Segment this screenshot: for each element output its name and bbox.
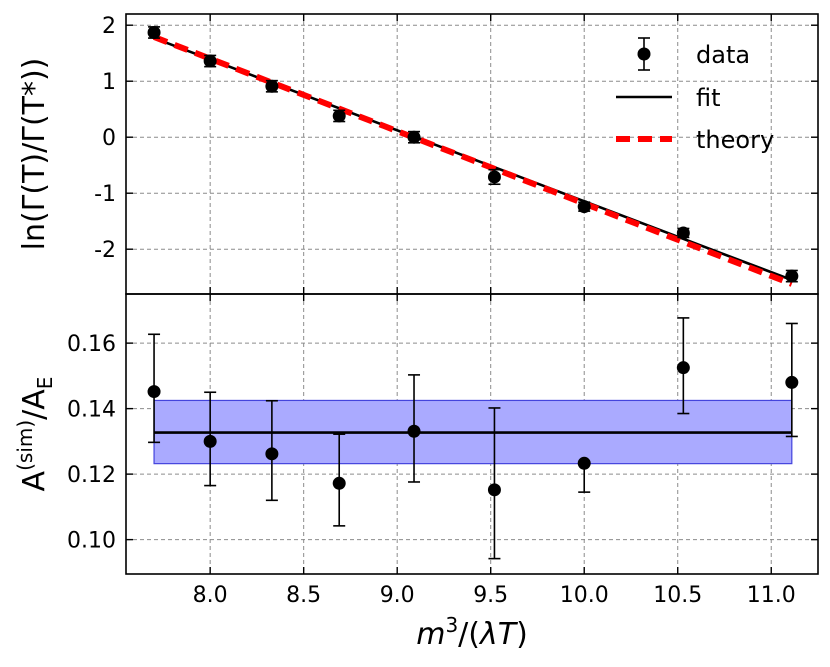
top-data-point bbox=[203, 54, 217, 68]
bottom-data-point bbox=[487, 483, 501, 497]
x-tick-label: 10.5 bbox=[653, 583, 702, 608]
bottom-y-tick-label: 0.12 bbox=[67, 463, 116, 488]
bottom-data-point bbox=[785, 375, 799, 389]
x-axis-label: m3/(λT) bbox=[416, 613, 528, 652]
bottom-data-point bbox=[203, 434, 217, 448]
theory-line bbox=[152, 34, 793, 287]
bottom-data-point bbox=[407, 424, 421, 438]
top-y-axis-label: ln(Γ(T)/Γ(T*)) bbox=[17, 58, 52, 251]
top-y-tick-label: 0 bbox=[102, 126, 116, 151]
bottom-y-tick-label: 0.16 bbox=[67, 332, 116, 357]
legend-label: theory bbox=[696, 126, 774, 154]
bottom-y-tick-label: 0.14 bbox=[67, 398, 116, 423]
legend: data fit theory bbox=[616, 37, 774, 154]
legend-marker-icon bbox=[637, 47, 651, 61]
bottom-data-point bbox=[577, 456, 591, 470]
top-plot-area bbox=[147, 25, 799, 287]
x-tick-label: 10.0 bbox=[560, 583, 609, 608]
bottom-y-axis-label: A(sim)/AE bbox=[13, 377, 57, 492]
top-data-point bbox=[785, 269, 799, 283]
y-label-superscript: (sim) bbox=[13, 420, 37, 471]
top-data-point bbox=[487, 170, 501, 184]
top-data-point bbox=[332, 109, 346, 123]
x-label-superscript: 3 bbox=[445, 613, 458, 637]
x-tick-label: 8.5 bbox=[286, 583, 321, 608]
bottom-plot-area bbox=[147, 317, 799, 560]
x-tick-label: 11.0 bbox=[747, 583, 796, 608]
top-y-tick-label: 1 bbox=[102, 70, 116, 95]
top-data-point bbox=[577, 200, 591, 214]
bottom-ticks: 8.0 8.5 9.0 9.5 10.0 10.5 11.0 0.16 0.14 0.12 0.10 bbox=[67, 294, 818, 608]
top-data-point bbox=[147, 25, 161, 39]
bottom-data-point bbox=[265, 447, 279, 461]
top-y-tick-label: -2 bbox=[94, 238, 116, 263]
x-label-rest: /( bbox=[458, 617, 480, 652]
bottom-data-point bbox=[332, 476, 346, 490]
legend-label: fit bbox=[696, 84, 721, 112]
top-gridlines bbox=[126, 14, 818, 294]
top-panel: 2 1 0 -1 -2 ln(Γ(T)/Γ(T*)) data fit theory bbox=[17, 13, 819, 295]
x-tick-label: 9.0 bbox=[380, 583, 415, 608]
top-data-point bbox=[407, 130, 421, 144]
top-ticks: 2 1 0 -1 -2 bbox=[94, 14, 818, 294]
legend-label: data bbox=[696, 41, 750, 69]
top-data-point bbox=[676, 226, 690, 240]
bottom-data-point bbox=[147, 385, 161, 399]
x-label-lambda: λT bbox=[478, 617, 519, 652]
bottom-data-point bbox=[676, 361, 690, 375]
top-y-tick-label: 2 bbox=[102, 14, 116, 39]
bottom-axes-frame bbox=[125, 293, 819, 575]
y-label-subscript: E bbox=[33, 377, 57, 390]
top-y-tick-label: -1 bbox=[94, 182, 116, 207]
bottom-y-tick-label: 0.10 bbox=[67, 529, 116, 554]
y-label-a: A bbox=[17, 470, 52, 491]
bottom-panel: 8.0 8.5 9.0 9.5 10.0 10.5 11.0 0.16 0.14 0.12 0.10… bbox=[13, 293, 819, 652]
x-tick-label: 8.0 bbox=[193, 583, 228, 608]
y-label-slash: /A bbox=[17, 389, 52, 420]
x-label-close: ) bbox=[516, 617, 528, 652]
x-tick-label: 9.5 bbox=[473, 583, 508, 608]
top-data-point bbox=[265, 79, 279, 93]
x-label-m: m bbox=[416, 617, 445, 652]
